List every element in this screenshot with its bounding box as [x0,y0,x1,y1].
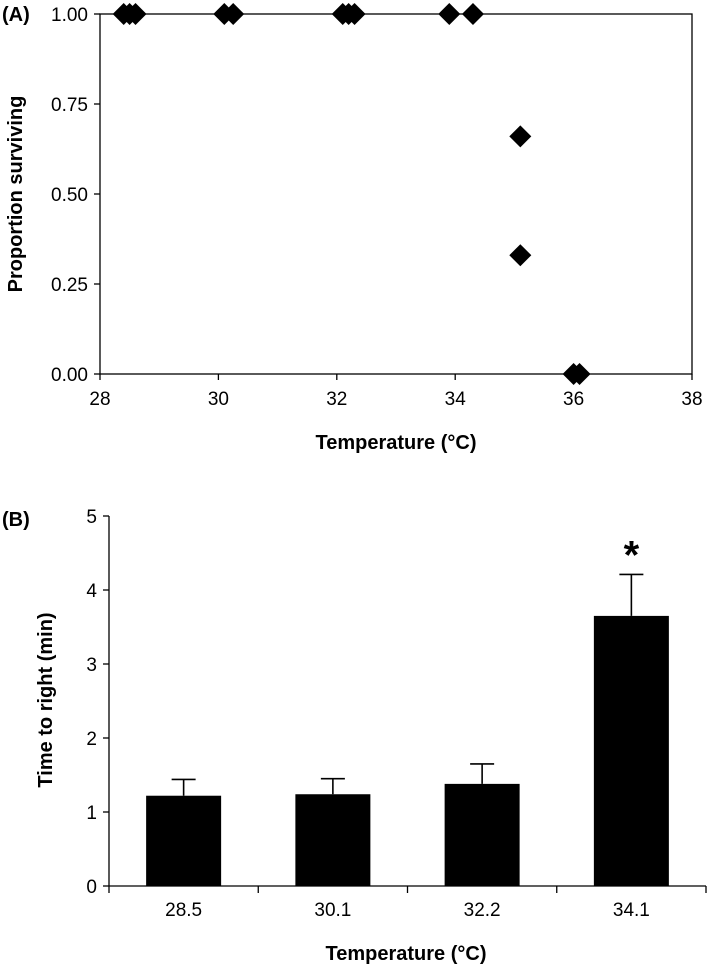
panel-a-data-point [343,3,366,25]
panel-b-y-tick-label: 4 [86,581,97,602]
panel-b-y-tick-label: 3 [86,655,97,676]
panel-a-data-point [568,363,591,385]
panel-b-y-axis-label: Time to right (min) [35,612,57,787]
panel-a-data-point [509,125,532,148]
panel-a-label: (A) [2,4,30,26]
panel-a-x-tick-label: 32 [326,389,347,410]
panel-a-x-ticks: 28 30 32 34 36 38 [89,374,703,410]
panel-a-y-tick-label: 0.00 [51,365,88,386]
panel-b: (B) 0 1 2 3 4 5 28.5 30.1 32.2 34.1 * Temperatur… [2,507,707,965]
panel-a-y-axis-label: Proportion surviving [5,96,27,293]
panel-b-bar [295,794,371,886]
panel-a-data-point [438,3,461,25]
panel-a-x-tick-label: 38 [681,389,702,410]
panel-b-y-ticks: 0 1 2 3 4 5 [86,507,109,898]
panel-b-category-label: 30.1 [314,900,351,921]
panel-b-y-tick-label: 0 [86,877,97,898]
panel-b-significance-annotation: * [624,533,640,577]
panel-a-y-tick-label: 0.25 [51,275,88,296]
panel-a-x-tick-label: 36 [563,389,584,410]
panel-b-x-ticks: 28.5 30.1 32.2 34.1 [108,886,707,921]
panel-b-category-label: 32.2 [464,900,501,921]
panel-a-x-tick-label: 28 [89,389,110,410]
panel-a: (A) 28 30 32 34 36 38 0.00 0.25 0.50 0.75 1.00 Te… [2,3,703,454]
panel-b-y-tick-label: 5 [86,507,97,528]
panel-b-bar [444,783,520,886]
panel-a-plot-frame [99,13,693,375]
panel-b-label: (B) [2,509,30,531]
panel-a-data-point [222,3,245,25]
panel-a-points [112,3,591,385]
panel-a-y-ticks: 0.00 0.25 0.50 0.75 1.00 [51,5,100,386]
panel-a-data-point [124,3,147,25]
panel-a-data-point [509,244,532,267]
panel-b-bar [146,795,222,886]
panel-a-data-point [461,3,484,25]
panel-a-y-tick-label: 1.00 [51,5,88,26]
panel-a-y-tick-label: 0.50 [51,185,88,206]
panel-a-y-tick-label: 0.75 [51,95,88,116]
panel-b-bars: * [146,533,669,886]
panel-b-y-tick-label: 2 [86,729,97,750]
panel-b-category-label: 34.1 [613,900,650,921]
panel-a-x-tick-label: 34 [445,389,467,410]
panel-b-y-tick-label: 1 [86,803,97,824]
panel-b-x-axis-label: Temperature (°C) [326,943,487,965]
panel-b-category-label: 28.5 [165,900,202,921]
panel-a-x-axis-label: Temperature (°C) [316,432,477,454]
panel-a-x-tick-label: 30 [208,389,229,410]
panel-b-bar [593,615,669,886]
